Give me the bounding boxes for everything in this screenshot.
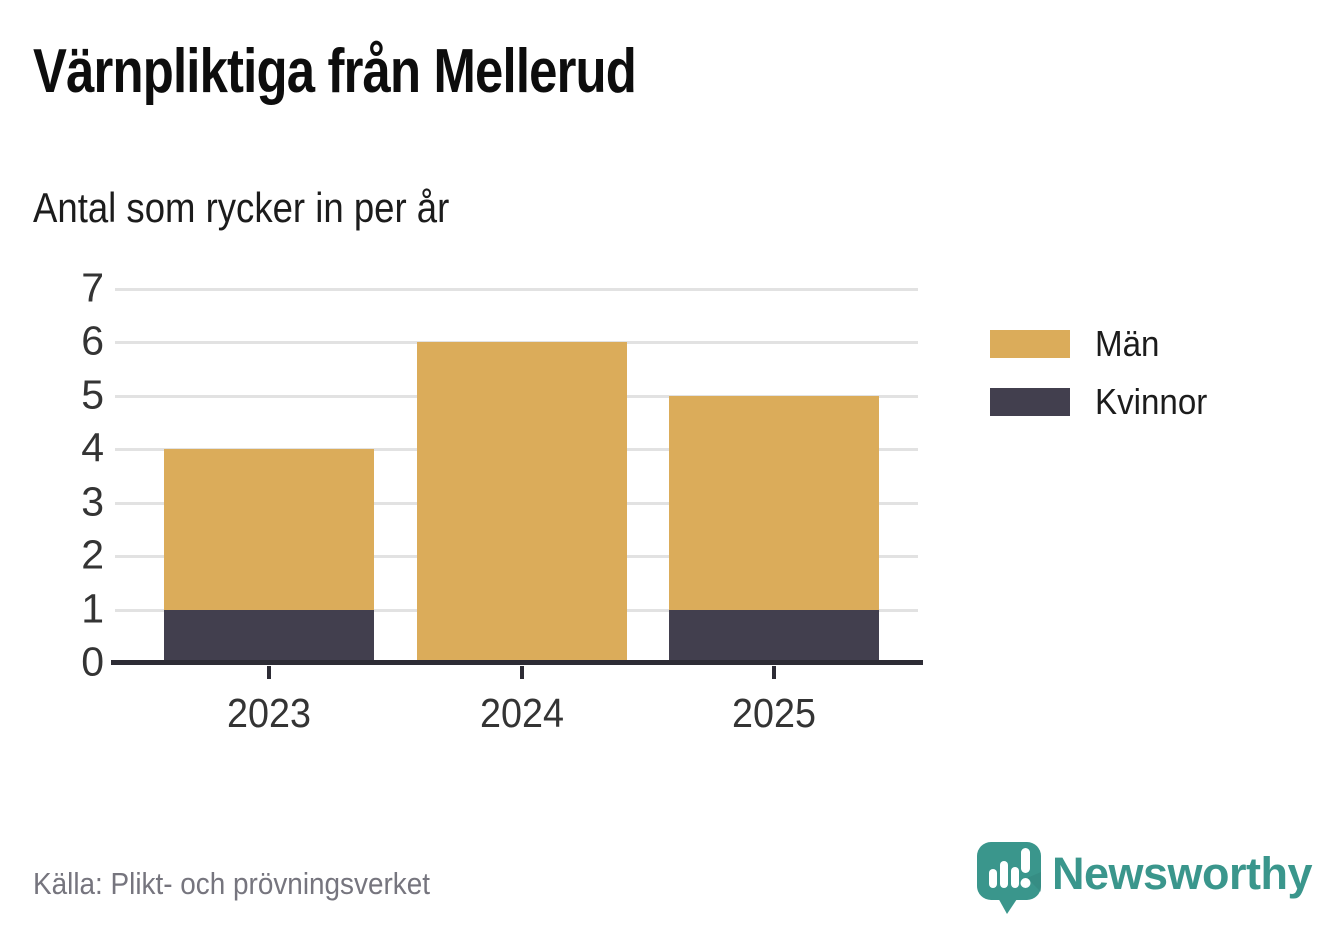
legend-label-män: Män <box>1095 323 1160 364</box>
bar-segment-män-2023 <box>163 449 374 610</box>
bar-segment-män-2025 <box>669 395 879 610</box>
bar-segment-kvinnor-2025 <box>669 609 879 663</box>
brand-lockup: Newsworthy <box>977 842 1313 914</box>
brand-name: Newsworthy <box>1052 847 1313 899</box>
y-tick-label-5: 5 <box>81 371 104 418</box>
y-tick-label-3: 3 <box>81 478 104 525</box>
y-tick-label-1: 1 <box>81 585 104 632</box>
x-tick-label-2023: 2023 <box>226 690 311 736</box>
y-tick-label-0: 0 <box>81 638 104 685</box>
chart-subtitle: Antal som rycker in per år <box>33 184 450 231</box>
y-tick-label-4: 4 <box>81 424 104 471</box>
x-axis-line <box>111 660 923 665</box>
y-tick-label-2: 2 <box>81 531 104 578</box>
bar-segment-kvinnor-2023 <box>163 609 374 663</box>
x-tick-2024 <box>519 666 524 679</box>
legend-item-kvinnor: Kvinnor <box>990 381 1217 422</box>
y-tick-label-6: 6 <box>81 318 104 365</box>
plot-area <box>111 288 923 679</box>
x-tick-label-2025: 2025 <box>732 690 816 736</box>
page-title: Värnpliktiga från Mellerud <box>33 37 637 106</box>
legend: Män Kvinnor <box>990 323 1217 446</box>
gridline-y7 <box>115 288 918 291</box>
newsworthy-logo-icon <box>977 842 1041 914</box>
legend-swatch-kvinnor <box>990 388 1070 416</box>
source-caption: Källa: Plikt- och prövningsverket <box>33 866 430 901</box>
legend-swatch-män <box>990 330 1070 358</box>
bar-segment-män-2024 <box>416 342 627 663</box>
y-tick-label-7: 7 <box>81 264 104 311</box>
legend-label-kvinnor: Kvinnor <box>1095 381 1208 422</box>
x-tick-label-2024: 2024 <box>479 690 564 736</box>
x-tick-2023 <box>266 666 271 679</box>
x-tick-2025 <box>772 666 776 679</box>
legend-item-män: Män <box>990 323 1217 364</box>
